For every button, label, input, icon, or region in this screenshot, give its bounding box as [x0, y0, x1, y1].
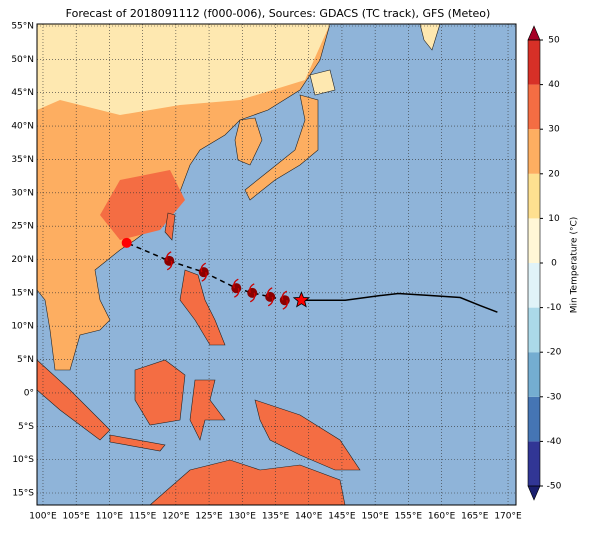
- colorbar-tick-label: -30: [547, 392, 562, 402]
- y-tick-label: 25°N: [11, 222, 34, 232]
- colorbar-tick-label: 0: [551, 259, 557, 269]
- y-tick-label: 5°N: [17, 355, 34, 365]
- y-tick-label: 15°S: [12, 488, 34, 498]
- y-tick-label: 10°S: [12, 455, 34, 465]
- x-tick-label: 145°E: [328, 512, 356, 522]
- colorbar-segment: [528, 307, 540, 353]
- colorbar-tick-label: 10: [548, 214, 560, 224]
- forecast-point: [121, 237, 132, 248]
- y-tick-label: 55°N: [11, 22, 34, 32]
- cyclone-symbol: [233, 278, 240, 298]
- land: [179, 269, 226, 346]
- x-tick-label: 170°E: [494, 512, 522, 522]
- title: Forecast of 2018091112 (f000-006), Sourc…: [66, 7, 491, 20]
- cyclone-symbol: [281, 290, 288, 310]
- land: [189, 379, 226, 441]
- colorbar-segment: [528, 173, 540, 219]
- y-tick-label: 35°N: [11, 155, 34, 165]
- x-tick-label: 135°E: [262, 512, 290, 522]
- x-tick-label: 120°E: [162, 512, 190, 522]
- forecast-point: [231, 283, 242, 294]
- y-tick-label: 50°N: [11, 55, 34, 65]
- land: [149, 459, 346, 506]
- colorbar-extend: [527, 485, 541, 501]
- x-tick-label: 110°E: [96, 512, 124, 522]
- cyclone-symbol: [166, 251, 173, 271]
- forecast-point: [247, 287, 258, 298]
- current-position: [292, 291, 311, 308]
- colorbar-tick-label: 30: [548, 125, 560, 135]
- colorbar-tick-label: -40: [547, 437, 562, 447]
- y-tick-label: 30°N: [11, 188, 34, 198]
- x-tick-label: 115°E: [129, 512, 157, 522]
- colorbar-tick-label: -20: [547, 348, 562, 358]
- x-tick-label: 105°E: [63, 512, 91, 522]
- map: [36, 23, 516, 506]
- colorbar-tick-label: -50: [547, 482, 562, 492]
- colorbar-extend: [527, 25, 541, 41]
- land: [164, 212, 176, 241]
- colorbar-segment: [528, 263, 540, 308]
- cyclone-symbol: [249, 283, 256, 303]
- x-tick-label: 160°E: [428, 512, 456, 522]
- forecast-point: [198, 267, 209, 278]
- x-tick-label: 130°E: [229, 512, 257, 522]
- y-tick-label: 10°N: [11, 322, 34, 332]
- x-tick-label: 165°E: [461, 512, 489, 522]
- colorbar-tick-label: 50: [548, 36, 560, 46]
- forecast-point: [265, 291, 276, 302]
- colorbar-segment: [528, 352, 540, 397]
- x-tick-label: 150°E: [361, 512, 389, 522]
- land: [254, 399, 361, 471]
- y-tick-label: 20°N: [11, 255, 34, 265]
- land: [37, 24, 330, 115]
- colorbar-tick-label: 20: [548, 169, 560, 179]
- x-tick-label: 100°E: [29, 512, 57, 522]
- x-tick-label: 125°E: [195, 512, 223, 522]
- land: [109, 434, 166, 452]
- colorbar-segment: [528, 40, 540, 85]
- y-tick-label: 0°: [24, 388, 34, 398]
- y-tick-label: 15°N: [11, 288, 34, 298]
- x-tick-label: 155°E: [395, 512, 423, 522]
- colorbar-segment: [528, 129, 540, 174]
- x-tick-label: 140°E: [295, 512, 323, 522]
- y-tick-label: 45°N: [11, 88, 34, 98]
- colorbar-tick-label: -10: [547, 303, 562, 313]
- forecast-point: [164, 255, 175, 266]
- map-frame: [36, 23, 517, 506]
- y-tick-label: 40°N: [11, 122, 34, 132]
- land: [309, 69, 336, 96]
- cyclone-symbol: [267, 287, 274, 307]
- forecast-point: [279, 295, 290, 306]
- land: [234, 117, 263, 166]
- colorbar-segment: [528, 396, 540, 442]
- past-track: [301, 292, 498, 313]
- colorbar-segment: [528, 218, 540, 263]
- land: [134, 359, 186, 426]
- colorbar-segment: [528, 441, 540, 486]
- land: [244, 94, 319, 201]
- colorbar-segment: [528, 84, 540, 130]
- colorbar-label: Min Temperature (°C): [570, 217, 580, 314]
- y-tick-label: 5°S: [18, 422, 34, 432]
- colorbar-tick-label: 40: [548, 80, 560, 90]
- cyclone-symbol: [200, 262, 207, 282]
